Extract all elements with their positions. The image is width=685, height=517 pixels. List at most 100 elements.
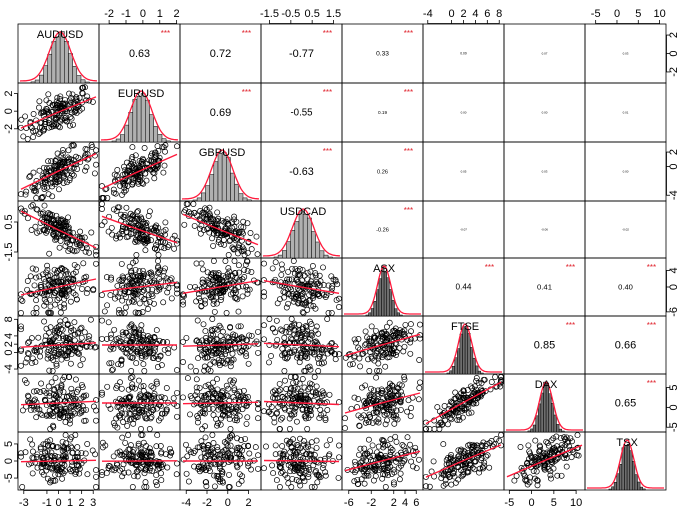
correlation-value: -0.07: [460, 228, 467, 232]
scatter-point: [69, 171, 76, 178]
correlation-value: 0.72: [210, 48, 231, 60]
panel-frames: [17, 23, 667, 491]
scatter-point: [28, 360, 35, 367]
scatter-point: [53, 156, 60, 163]
scatter-point: [146, 278, 153, 285]
histogram-bar: [365, 314, 369, 317]
histogram-bar: [286, 241, 291, 259]
histogram-bar: [619, 464, 623, 491]
scatter-point: [342, 425, 348, 432]
tick-label: 1: [67, 497, 73, 509]
scatter-point: [299, 309, 306, 316]
histogram-bar: [530, 428, 534, 433]
scatter-point: [79, 90, 86, 97]
scatter-point: [68, 324, 75, 331]
scatter-point: [40, 164, 47, 171]
scatter-point: [183, 441, 189, 448]
scatter-point: [107, 335, 114, 342]
histogram-bar: [311, 231, 316, 259]
scatter-point: [132, 175, 139, 182]
tick-label: 0: [668, 163, 680, 169]
scatter-point: [316, 415, 323, 422]
scatter-point: [163, 385, 170, 391]
scatter-point: [59, 150, 66, 157]
scatter-point: [226, 238, 233, 245]
scatter-point: [118, 211, 125, 218]
scatter-point: [334, 281, 341, 288]
scatter-point: [129, 213, 136, 220]
scatter-point: [295, 300, 302, 307]
scatter-point: [245, 360, 252, 367]
scatter-point: [146, 299, 153, 305]
scatter-point: [42, 332, 49, 339]
scatter-point: [492, 374, 499, 380]
scatter-point: [289, 265, 296, 272]
scatter-point: [30, 134, 37, 140]
scatter-point: [119, 191, 125, 198]
scatter-point: [133, 172, 140, 179]
scatter-point: [126, 263, 133, 270]
scatter-point: [276, 380, 283, 387]
scatter-point: [47, 303, 54, 310]
scatter-point: [211, 308, 218, 315]
scatter-point: [114, 167, 121, 173]
scatter-point: [86, 333, 93, 340]
scatter-point: [166, 242, 173, 249]
scatter-point: [43, 269, 50, 276]
tick-label: 2: [460, 8, 466, 20]
scatter-point: [56, 244, 63, 251]
scatter-point: [170, 395, 177, 402]
scatter-point: [137, 235, 144, 242]
scatter-point: [213, 274, 220, 281]
scatter-point: [89, 447, 96, 454]
scatter-point: [301, 478, 308, 485]
scatter-point: [99, 183, 105, 190]
scatter-point: [84, 146, 91, 153]
tick-label: -0.5: [281, 8, 300, 20]
scatter-point: [18, 362, 24, 369]
scatter-point: [130, 296, 137, 303]
scatter-point: [248, 466, 254, 473]
scatter-point: [296, 321, 303, 328]
tick-label: -4: [668, 190, 680, 200]
scatter-point: [148, 237, 155, 244]
scatter-point: [74, 330, 81, 337]
scatter-point: [366, 368, 373, 374]
scatter-point: [49, 183, 56, 190]
histogram-bar: [323, 254, 329, 259]
scatter-point: [305, 473, 312, 480]
histogram-bar: [558, 428, 562, 433]
scatter-point: [243, 420, 250, 427]
scatter-point: [108, 274, 115, 281]
scatter-point: [39, 109, 46, 116]
smooth-line: [20, 153, 97, 190]
scatter-point: [193, 376, 200, 383]
scatter-point: [90, 287, 97, 294]
histogram-bar: [399, 314, 403, 317]
scatter-point: [368, 323, 375, 330]
scatter-point: [351, 478, 358, 485]
scatter-point: [408, 405, 415, 411]
scatter-point: [153, 165, 160, 172]
scatter-point: [365, 356, 372, 363]
scatter-point: [247, 230, 254, 236]
scatter-point: [229, 225, 236, 232]
significance-stars: ***: [566, 321, 575, 330]
scatter-point: [382, 363, 389, 370]
scatter-point: [332, 278, 339, 285]
scatter-point: [272, 259, 279, 266]
scatter-point: [238, 223, 245, 230]
scatter-point: [26, 174, 33, 181]
scatter-point: [104, 302, 111, 309]
scatter-point: [115, 310, 122, 316]
scatter-point: [236, 269, 243, 276]
scatter-point: [239, 230, 246, 237]
histogram-bar: [642, 488, 646, 491]
scatter-point: [58, 356, 65, 363]
scatter-point: [54, 297, 61, 303]
histogram-bar: [30, 81, 36, 84]
scatter-point: [114, 282, 121, 289]
scatter-point: [220, 288, 227, 295]
scatter-point: [28, 203, 35, 210]
scatter-point: [200, 321, 207, 328]
